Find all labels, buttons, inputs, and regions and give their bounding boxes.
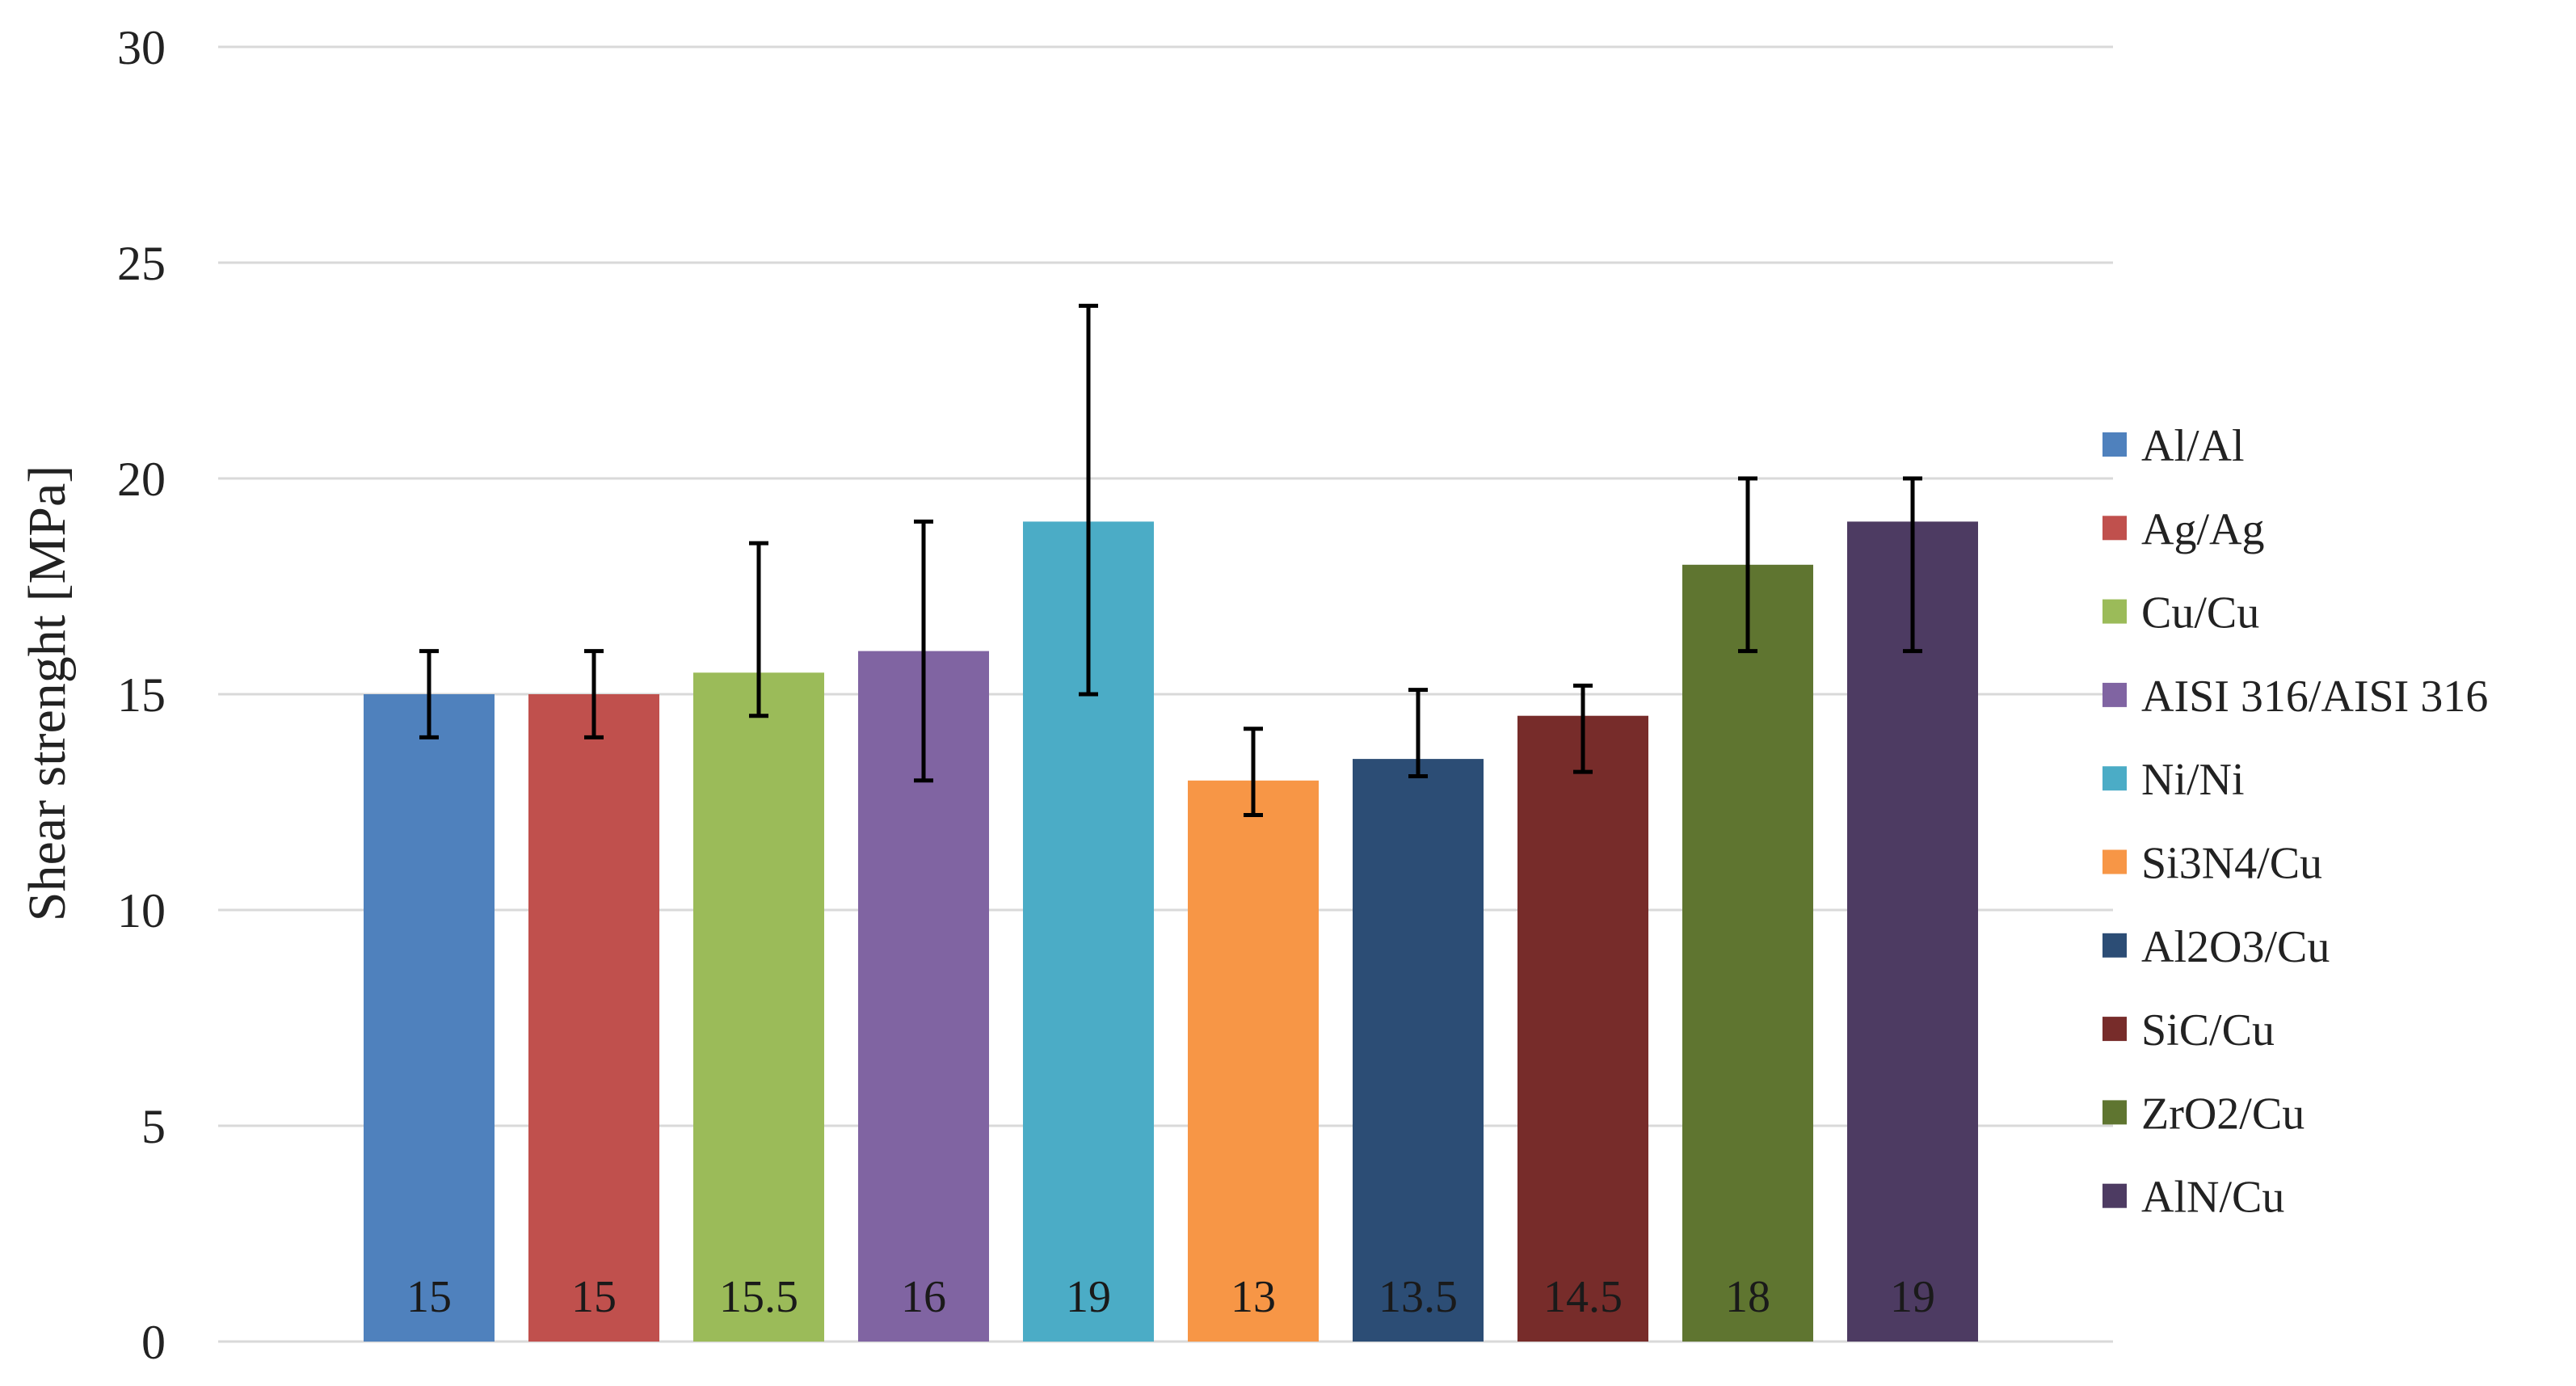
y-axis-ticks: 0 5 10 15 20 25 30: [117, 21, 166, 1369]
legend-swatch: [2102, 599, 2127, 624]
legend-swatch: [2102, 516, 2127, 541]
legend-label: Si3N4/Cu: [2141, 839, 2322, 889]
legend: Al/Al Ag/Ag Cu/Cu AISI 316/AISI 316 Ni/Ni Si3…: [2102, 421, 2488, 1223]
bar-1: [364, 694, 495, 1342]
bar-6: [1188, 780, 1319, 1342]
legend-label: Ni/Ni: [2141, 755, 2245, 805]
data-labels: 15 15 15.5 16 19 13 13.5 14.5 18 19: [406, 1272, 1935, 1322]
gridlines: [218, 45, 2113, 1343]
y-tick-label: 20: [117, 453, 166, 506]
legend-swatch: [2102, 1183, 2127, 1208]
bar-9: [1682, 564, 1813, 1342]
data-label: 19: [1066, 1272, 1111, 1322]
data-label: 13: [1231, 1272, 1276, 1322]
y-tick-label: 25: [117, 237, 166, 290]
bar-3: [693, 672, 824, 1342]
data-label: 15: [571, 1272, 617, 1322]
y-tick-label: 5: [141, 1100, 166, 1153]
legend-swatch: [2102, 933, 2127, 958]
legend-swatch: [2102, 682, 2127, 707]
data-label: 13.5: [1378, 1272, 1458, 1322]
error-bars: [419, 303, 1922, 818]
bar-10: [1847, 521, 1978, 1342]
y-tick-label: 0: [141, 1316, 166, 1369]
bar-8: [1517, 715, 1648, 1342]
bar-2: [528, 694, 659, 1342]
legend-swatch: [2102, 766, 2127, 791]
data-label: 15.5: [719, 1272, 798, 1322]
legend-label: AlN/Cu: [2141, 1173, 2284, 1223]
legend-swatch: [2102, 432, 2127, 457]
y-tick-label: 10: [117, 884, 166, 937]
legend-swatch: [2102, 849, 2127, 874]
y-tick-label: 30: [117, 21, 166, 74]
legend-label: AISI 316/AISI 316: [2141, 672, 2488, 722]
legend-label: ZrO2/Cu: [2141, 1089, 2305, 1139]
legend-label: Ag/Ag: [2141, 504, 2264, 554]
data-label: 18: [1725, 1272, 1770, 1322]
data-label: 16: [901, 1272, 946, 1322]
legend-label: Al2O3/Cu: [2141, 922, 2330, 972]
data-label: 15: [406, 1272, 452, 1322]
bars: [364, 521, 1978, 1342]
data-label: 19: [1890, 1272, 1935, 1322]
legend-swatch: [2102, 1017, 2127, 1042]
legend-label: Cu/Cu: [2141, 588, 2259, 638]
legend-label: Al/Al: [2141, 421, 2245, 471]
bar-7: [1353, 759, 1484, 1342]
y-tick-label: 15: [117, 668, 166, 722]
legend-swatch: [2102, 1100, 2127, 1125]
data-label: 14.5: [1543, 1272, 1623, 1322]
y-axis-title: Shear strenght [MPa]: [18, 466, 77, 922]
legend-label: SiC/Cu: [2141, 1005, 2275, 1055]
